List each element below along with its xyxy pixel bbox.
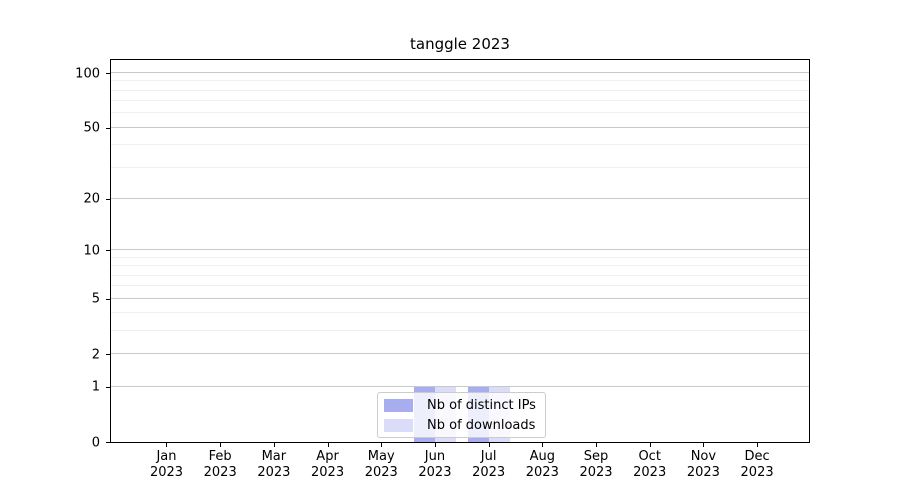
minor-gridline: [111, 166, 809, 168]
legend-label: Nb of downloads: [427, 417, 536, 433]
x-tick-label: May 2023: [351, 449, 411, 481]
x-tick-month: Aug: [529, 449, 555, 464]
major-gridline: [111, 249, 809, 251]
x-tick-year: 2023: [149, 465, 184, 480]
x-tick-mark: [703, 443, 704, 447]
x-tick-month: Jul: [480, 449, 497, 464]
x-tick-year: 2023: [686, 465, 720, 480]
x-tick-year: 2023: [525, 465, 559, 480]
minor-gridline: [111, 144, 809, 146]
minor-gridline: [111, 89, 809, 91]
y-tick-mark: [106, 199, 110, 200]
x-tick-month: Apr: [316, 449, 339, 464]
x-tick-year: 2023: [364, 465, 398, 480]
x-tick-mark: [435, 443, 436, 447]
legend-swatch: [384, 418, 413, 432]
major-gridline: [111, 297, 809, 299]
x-tick-year: 2023: [257, 465, 291, 480]
x-tick-mark: [220, 443, 221, 447]
y-tick-label: 1: [91, 379, 100, 395]
x-tick-label: Apr 2023: [298, 449, 358, 481]
x-tick-mark: [542, 443, 543, 447]
minor-gridline: [111, 330, 809, 332]
x-tick-label: Jul 2023: [459, 449, 519, 481]
x-tick-label: Aug 2023: [512, 449, 572, 481]
y-tick-label: 5: [91, 291, 100, 307]
x-tick-label: Dec 2023: [727, 449, 787, 481]
x-tick-month: Jan: [156, 449, 177, 464]
y-tick-label: 0: [91, 435, 100, 450]
legend-entry: Nb of distinct IPs: [384, 397, 539, 413]
y-tick-label: 50: [83, 120, 100, 136]
legend: Nb of distinct IPs Nb of downloads: [377, 392, 546, 438]
major-gridline: [111, 353, 809, 355]
major-gridline: [111, 126, 809, 128]
minor-gridline: [111, 312, 809, 314]
x-tick-label: Feb 2023: [190, 449, 250, 481]
y-tick-mark: [106, 354, 110, 355]
legend-entry: Nb of downloads: [384, 417, 539, 433]
x-tick-month: Oct: [638, 449, 661, 464]
x-tick-year: 2023: [418, 465, 452, 480]
x-tick-label: Mar 2023: [244, 449, 304, 481]
y-tick-mark: [106, 73, 110, 74]
x-tick-year: 2023: [311, 465, 345, 480]
x-tick-label: Nov 2023: [673, 449, 733, 481]
y-tick-mark: [106, 250, 110, 251]
minor-gridline: [111, 112, 809, 114]
x-tick-mark: [166, 443, 167, 447]
x-tick-month: May: [367, 449, 395, 464]
x-tick-mark: [596, 443, 597, 447]
minor-gridline: [111, 256, 809, 258]
major-gridline: [111, 385, 809, 387]
minor-gridline: [111, 265, 809, 267]
y-tick-label: 10: [83, 243, 100, 259]
chart-title: tanggle 2023: [410, 35, 510, 53]
x-tick-month: Sep: [583, 449, 609, 464]
x-tick-mark: [489, 443, 490, 447]
y-tick-label: 2: [91, 347, 100, 363]
major-gridline: [111, 197, 809, 199]
y-tick-label: 20: [83, 191, 100, 207]
x-tick-label: Jan 2023: [136, 449, 196, 481]
y-tick-mark: [106, 387, 110, 388]
x-tick-year: 2023: [633, 465, 667, 480]
minor-gridline: [111, 80, 809, 82]
major-gridline: [111, 72, 809, 74]
x-tick-label: Sep 2023: [566, 449, 626, 481]
x-tick-mark: [757, 443, 758, 447]
y-tick-mark: [106, 442, 110, 443]
x-tick-year: 2023: [472, 465, 506, 480]
legend-swatch: [384, 398, 413, 412]
x-tick-mark: [328, 443, 329, 447]
x-tick-month: Nov: [690, 449, 717, 464]
x-tick-month: Feb: [208, 449, 232, 464]
y-tick-mark: [106, 299, 110, 300]
x-tick-year: 2023: [203, 465, 237, 480]
y-tick-label: 100: [75, 66, 100, 82]
x-tick-mark: [381, 443, 382, 447]
y-tick-mark: [106, 128, 110, 129]
plot-area: [110, 59, 810, 443]
minor-gridline: [111, 274, 809, 276]
minor-gridline: [111, 285, 809, 287]
minor-gridline: [111, 100, 809, 102]
x-tick-mark: [650, 443, 651, 447]
x-tick-label: Jun 2023: [405, 449, 465, 481]
x-tick-year: 2023: [579, 465, 613, 480]
x-tick-month: Mar: [261, 449, 287, 464]
x-tick-year: 2023: [740, 465, 774, 480]
x-tick-month: Dec: [744, 449, 770, 464]
x-tick-label: Oct 2023: [620, 449, 680, 481]
x-tick-mark: [274, 443, 275, 447]
x-tick-month: Jun: [424, 449, 446, 464]
legend-label: Nb of distinct IPs: [427, 397, 536, 413]
